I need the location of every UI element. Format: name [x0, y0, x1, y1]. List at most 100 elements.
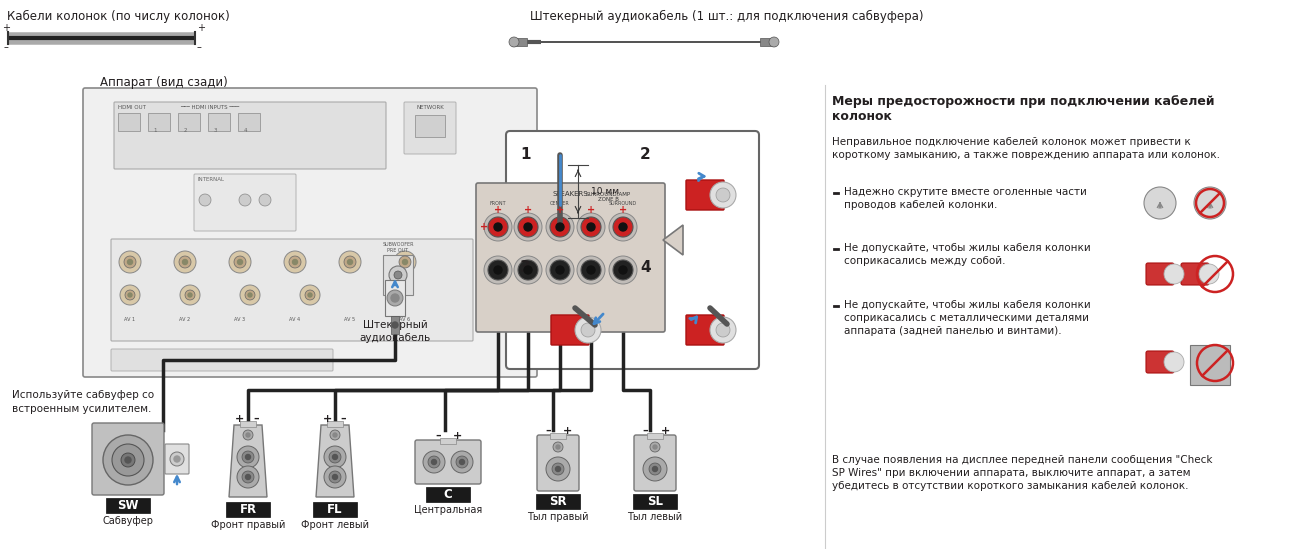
FancyBboxPatch shape — [476, 183, 665, 332]
Circle shape — [618, 266, 627, 274]
Bar — [385, 280, 405, 316]
Circle shape — [555, 467, 560, 472]
Bar — [513, 38, 527, 46]
Circle shape — [238, 466, 259, 488]
Circle shape — [245, 474, 250, 479]
Bar — [391, 316, 399, 334]
Circle shape — [550, 260, 571, 280]
Polygon shape — [664, 225, 683, 255]
Bar — [238, 113, 259, 131]
Circle shape — [188, 293, 192, 297]
Bar — [383, 255, 413, 295]
Circle shape — [343, 256, 356, 268]
Circle shape — [431, 460, 436, 464]
Bar — [117, 113, 139, 131]
Text: Фронт левый: Фронт левый — [301, 520, 369, 530]
Circle shape — [587, 223, 595, 231]
Text: SR: SR — [549, 495, 567, 508]
Circle shape — [494, 266, 502, 274]
Text: AV 2: AV 2 — [179, 317, 191, 322]
Text: AV 5: AV 5 — [345, 317, 355, 322]
Circle shape — [125, 290, 136, 300]
Text: Используйте сабвуфер со
встроенным усилителем.: Используйте сабвуфер со встроенным усили… — [12, 390, 154, 414]
Text: Кабели колонок (по числу колонок): Кабели колонок (по числу колонок) — [6, 10, 230, 23]
Circle shape — [509, 37, 519, 47]
Circle shape — [329, 471, 341, 483]
Circle shape — [174, 456, 179, 462]
Circle shape — [185, 290, 195, 300]
Text: +: + — [494, 205, 502, 215]
Bar — [687, 181, 723, 185]
Circle shape — [329, 451, 341, 463]
Circle shape — [451, 451, 473, 473]
Text: ─── HDMI INPUTS ───: ─── HDMI INPUTS ─── — [179, 105, 239, 110]
Text: Штекерный аудиокабель (1 шт.: для подключения сабвуфера): Штекерный аудиокабель (1 шт.: для подклю… — [531, 10, 923, 23]
Circle shape — [245, 455, 250, 460]
Circle shape — [581, 323, 595, 337]
Text: 1: 1 — [154, 128, 156, 133]
Text: Штекерный
аудиокабель: Штекерный аудиокабель — [359, 320, 431, 343]
Text: +: + — [3, 23, 10, 33]
Bar — [178, 113, 200, 131]
Text: SUBWOOFER
PRE OUT: SUBWOOFER PRE OUT — [382, 242, 413, 253]
FancyBboxPatch shape — [537, 435, 578, 491]
FancyBboxPatch shape — [111, 239, 473, 341]
Circle shape — [546, 457, 571, 481]
Text: +: + — [323, 414, 332, 424]
Text: FR: FR — [239, 503, 257, 516]
Text: Не допускайте, чтобы жилы кабеля колонки
соприкасались между собой.: Не допускайте, чтобы жилы кабеля колонки… — [844, 243, 1091, 266]
Bar — [687, 189, 723, 193]
Circle shape — [494, 223, 502, 231]
Circle shape — [556, 445, 560, 449]
Text: В случае появления на дисплее передней панели сообщения "Check
SP Wires" при вкл: В случае появления на дисплее передней п… — [831, 455, 1212, 491]
Text: FRONT: FRONT — [489, 201, 506, 206]
Text: CENTER: CENTER — [550, 201, 569, 206]
Circle shape — [550, 217, 571, 237]
Circle shape — [284, 251, 306, 273]
Text: Аппарат (вид сзади): Аппарат (вид сзади) — [99, 76, 227, 89]
Circle shape — [243, 430, 253, 440]
Circle shape — [259, 194, 271, 206]
Circle shape — [710, 317, 736, 343]
Circle shape — [241, 471, 254, 483]
Circle shape — [609, 256, 636, 284]
Circle shape — [556, 223, 564, 231]
Circle shape — [120, 285, 139, 305]
Text: INTERNAL: INTERNAL — [198, 177, 225, 182]
Circle shape — [514, 213, 542, 241]
Circle shape — [653, 445, 657, 449]
FancyBboxPatch shape — [404, 102, 456, 154]
Bar — [687, 205, 723, 209]
Text: +: + — [563, 426, 573, 436]
Circle shape — [124, 256, 136, 268]
Circle shape — [710, 182, 736, 208]
Bar — [312, 502, 358, 517]
Circle shape — [577, 213, 605, 241]
Circle shape — [546, 256, 574, 284]
Circle shape — [769, 37, 778, 47]
Circle shape — [553, 442, 563, 452]
Text: Тыл правый: Тыл правый — [527, 512, 589, 522]
Circle shape — [179, 256, 191, 268]
Text: +: + — [198, 23, 205, 33]
Polygon shape — [1190, 345, 1230, 385]
Text: –: – — [198, 42, 201, 52]
Text: Надежно скрутите вместе оголенные части
проводов кабелей колонки.: Надежно скрутите вместе оголенные части … — [844, 187, 1087, 210]
Circle shape — [423, 451, 445, 473]
Circle shape — [125, 457, 130, 463]
Circle shape — [333, 474, 337, 479]
FancyBboxPatch shape — [83, 88, 537, 377]
Circle shape — [652, 467, 657, 472]
Circle shape — [1164, 264, 1184, 284]
Text: C: C — [444, 488, 452, 501]
Circle shape — [389, 266, 407, 284]
Circle shape — [234, 256, 247, 268]
Circle shape — [717, 188, 729, 202]
Circle shape — [391, 294, 399, 302]
Circle shape — [293, 260, 297, 265]
Circle shape — [119, 251, 141, 273]
Text: +: + — [587, 205, 595, 215]
Circle shape — [429, 456, 440, 468]
Text: Тыл левый: Тыл левый — [627, 512, 683, 522]
Text: +: + — [524, 205, 532, 215]
